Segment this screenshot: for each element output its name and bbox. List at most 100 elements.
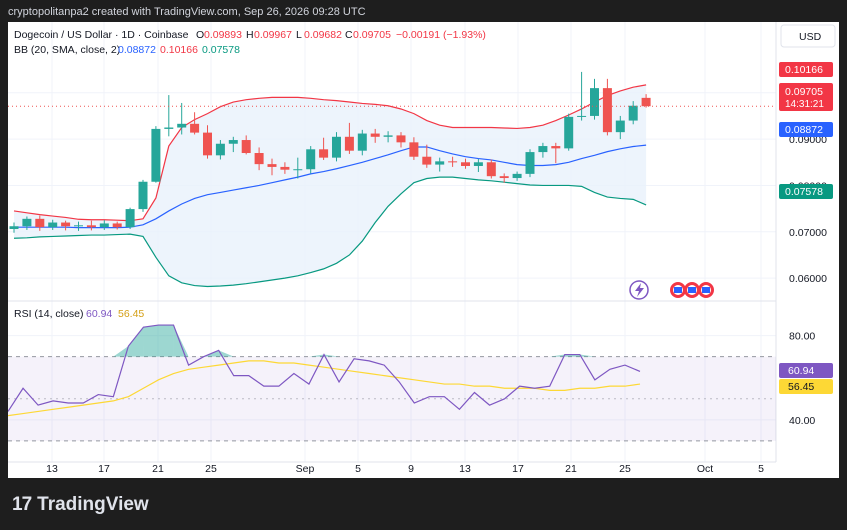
- candle-body-18: [241, 140, 251, 154]
- legend-bb-basis: 0.08872: [118, 44, 156, 56]
- price-axis: 0.060000.070000.080000.090000.1000040.00…: [789, 88, 827, 427]
- candle-body-49: [641, 97, 651, 107]
- candle-body-40: [525, 152, 535, 174]
- rsi-overbought-fill-12: [173, 325, 189, 357]
- candle-body-47: [615, 120, 625, 133]
- price-tick-label-3: 0.09000: [789, 134, 827, 146]
- time-tick-label-8: 17: [512, 463, 524, 475]
- legend-bb-lower: 0.07578: [202, 44, 240, 56]
- rsi-line: [7, 324, 641, 412]
- basis-badge-text: 0.08872: [785, 124, 823, 136]
- rsi-overbought-fill-15: [218, 350, 234, 357]
- candle-body-32: [422, 156, 432, 165]
- rsi-overbought-fill-37: [549, 354, 565, 357]
- candles: [8, 71, 776, 233]
- legend-change: −0.00191 (−1.93%): [396, 29, 486, 41]
- candle-body-38: [499, 176, 509, 179]
- price-badge-text: 0.09705: [785, 86, 823, 98]
- tradingview-logo-icon: 17: [12, 494, 32, 515]
- candle-body-13: [177, 123, 187, 128]
- candle-body-20: [267, 164, 277, 167]
- rsi-overbought-fill-21: [308, 354, 324, 357]
- candle-body-30: [396, 135, 406, 143]
- bb-lower-line: [13, 176, 647, 288]
- rsi-overbought-fill-10: [143, 325, 159, 357]
- rsi-legend-value: 60.94: [86, 308, 112, 320]
- time-tick-label-6: 9: [408, 463, 414, 475]
- rsi-legend-ma: 56.45: [118, 308, 144, 320]
- time-tick-label-5: 5: [355, 463, 361, 475]
- us-flag-event-icons[interactable]: [670, 282, 714, 298]
- candle-body-5: [74, 225, 83, 227]
- candle-body-9: [125, 209, 135, 228]
- candle-body-48: [628, 105, 638, 121]
- candle-body-6: [86, 225, 96, 228]
- rsi-overbought-fill-22: [324, 354, 340, 357]
- legend-close: 0.09705: [353, 29, 391, 41]
- candle-body-43: [564, 116, 574, 149]
- time-tick-label-1: 17: [98, 463, 110, 475]
- basis-badge: 0.08872: [779, 122, 833, 137]
- candle-body-10: [138, 181, 148, 210]
- currency-button[interactable]: USD: [780, 24, 836, 48]
- rsi-tick-label-0: 40.00: [789, 415, 815, 427]
- bb-basis-line: [14, 144, 647, 229]
- time-tick-label-2: 21: [152, 463, 164, 475]
- legend-bb-label: BB (20, SMA, close, 2): [14, 44, 120, 56]
- candle-body-2: [35, 218, 45, 228]
- candle-body-23: [306, 149, 316, 170]
- candle-body-24: [319, 149, 329, 158]
- countdown-text: 14:31:21: [785, 99, 824, 110]
- candle-body-16: [215, 143, 225, 156]
- legend-h-label: H: [246, 29, 254, 41]
- candle-body-39: [512, 173, 522, 179]
- bb-fill: [14, 84, 647, 287]
- upper-band-badge-text: 0.10166: [785, 64, 823, 76]
- bollinger-bands: [13, 84, 647, 288]
- candle-body-3: [48, 222, 58, 228]
- time-tick-label-9: 21: [565, 463, 577, 475]
- rsi-tick-label-1: 80.00: [789, 331, 815, 343]
- candle-body-33: [435, 161, 445, 165]
- rsi-overbought-fill-39: [579, 354, 595, 357]
- legend-low: 0.09682: [304, 29, 342, 41]
- lightning-icon[interactable]: [629, 280, 649, 300]
- price-tick-label-1: 0.07000: [789, 227, 827, 239]
- upper-band-badge: 0.10166: [779, 62, 833, 77]
- rsi-overbought-fill-11: [158, 325, 174, 357]
- candle-body-12: [164, 127, 174, 129]
- candle-body-11: [151, 128, 161, 182]
- candle-body-31: [409, 142, 419, 157]
- candle-body-21: [280, 166, 290, 170]
- chart-caption: cryptopolitanpa2 created with TradingVie…: [8, 6, 366, 18]
- rsi-ma-badge-text: 56.45: [788, 381, 814, 393]
- candle-body-35: [461, 162, 470, 166]
- time-tick-label-3: 25: [205, 463, 217, 475]
- rsi-overbought-fill-9: [128, 327, 144, 357]
- legend-open: 0.09893: [204, 29, 242, 41]
- candle-body-45: [590, 88, 599, 116]
- candle-body-15: [203, 132, 212, 156]
- legend-c-label: C: [345, 29, 353, 41]
- candle-body-8: [112, 223, 122, 228]
- trading-chart[interactable]: 0.060000.070000.080000.090000.1000040.00…: [7, 22, 839, 478]
- time-tick-label-7: 13: [459, 463, 471, 475]
- rsi-badge-text: 60.94: [788, 365, 814, 377]
- time-tick-label-12: 5: [758, 463, 764, 475]
- candle-body-14: [190, 123, 200, 133]
- legend-bb-upper: 0.10166: [160, 44, 198, 56]
- candle-body-29: [383, 135, 393, 137]
- lower-band-badge-text: 0.07578: [785, 186, 823, 198]
- legend-high: 0.09967: [254, 29, 292, 41]
- brand-name: TradingView: [37, 494, 149, 515]
- rsi-badge: 60.94: [779, 363, 833, 378]
- rsi-overbought-fill-8: [113, 346, 129, 357]
- candle-body-25: [332, 136, 341, 158]
- legend-l-label: L: [296, 29, 302, 41]
- time-axis: 13 17 21 25 Sep 5 9 13 17 21 25 Oct 5: [46, 463, 764, 475]
- tradingview-brand: 17 TradingView: [12, 494, 149, 516]
- candle-body-1: [22, 218, 32, 227]
- candle-body-41: [538, 146, 548, 153]
- candle-body-22: [293, 169, 303, 171]
- candle-body-42: [551, 146, 561, 149]
